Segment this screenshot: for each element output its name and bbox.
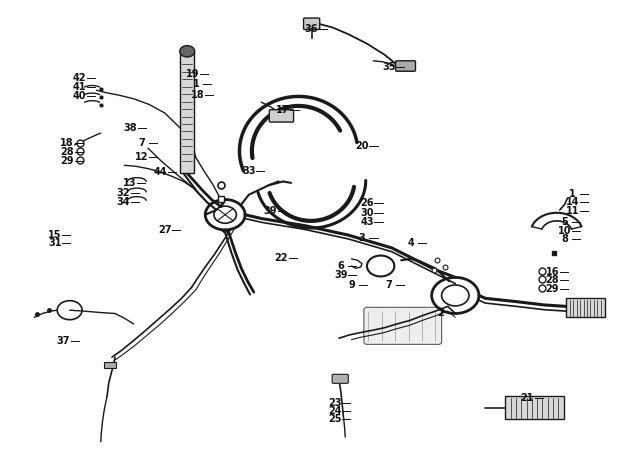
Text: 9: 9	[348, 280, 355, 290]
Text: 14: 14	[565, 197, 579, 208]
Text: 39: 39	[264, 206, 277, 217]
Text: 5: 5	[562, 217, 568, 228]
Text: 10: 10	[558, 226, 572, 236]
Text: 11: 11	[565, 206, 579, 216]
Bar	[566, 298, 605, 317]
Text: 28: 28	[545, 275, 559, 285]
Text: 44: 44	[154, 167, 167, 177]
Text: 38: 38	[124, 123, 137, 133]
Text: 25: 25	[328, 414, 341, 424]
Text: 3: 3	[359, 233, 365, 244]
Text: 12: 12	[135, 152, 149, 162]
Text: 21: 21	[521, 393, 534, 403]
Text: 39: 39	[334, 269, 348, 280]
Text: 27: 27	[158, 225, 172, 235]
Text: 37: 37	[57, 336, 70, 346]
Text: 4: 4	[407, 238, 414, 248]
Text: 30: 30	[360, 208, 374, 218]
Text: 22: 22	[274, 253, 288, 264]
Bar	[104, 362, 116, 368]
Text: 18: 18	[60, 137, 74, 148]
Text: 23: 23	[328, 398, 341, 408]
Text: 34: 34	[116, 197, 130, 207]
Text: 20: 20	[355, 141, 369, 152]
Text: 1: 1	[193, 79, 199, 89]
Text: 35: 35	[382, 61, 396, 72]
Text: 32: 32	[116, 188, 130, 198]
Text: 6: 6	[338, 261, 344, 271]
Text: 41: 41	[73, 82, 86, 93]
Text: 24: 24	[328, 406, 341, 416]
Text: 19: 19	[186, 68, 200, 79]
Text: 28: 28	[60, 146, 74, 157]
Text: 13: 13	[123, 178, 136, 188]
FancyBboxPatch shape	[364, 307, 442, 344]
Text: 2: 2	[437, 307, 443, 318]
Text: 18: 18	[191, 90, 205, 100]
Text: 36: 36	[304, 23, 318, 34]
Text: 16: 16	[545, 266, 559, 277]
Text: 42: 42	[73, 73, 86, 84]
Text: 15: 15	[48, 229, 62, 240]
Text: 33: 33	[242, 166, 256, 176]
FancyBboxPatch shape	[304, 18, 320, 29]
Bar	[505, 396, 564, 419]
Text: 8: 8	[561, 234, 569, 245]
Text: 1: 1	[569, 189, 575, 199]
Text: 7: 7	[139, 138, 145, 149]
Text: 7: 7	[386, 280, 392, 290]
Bar	[180, 52, 194, 173]
FancyBboxPatch shape	[269, 110, 294, 122]
Text: 26: 26	[360, 198, 374, 209]
Text: 29: 29	[545, 284, 559, 294]
Text: 40: 40	[73, 91, 86, 102]
FancyBboxPatch shape	[396, 61, 415, 71]
Text: 43: 43	[360, 217, 374, 227]
Circle shape	[180, 46, 195, 57]
Text: 31: 31	[48, 238, 62, 248]
Text: 17: 17	[276, 105, 290, 115]
Text: 29: 29	[60, 155, 74, 166]
FancyBboxPatch shape	[332, 374, 348, 383]
